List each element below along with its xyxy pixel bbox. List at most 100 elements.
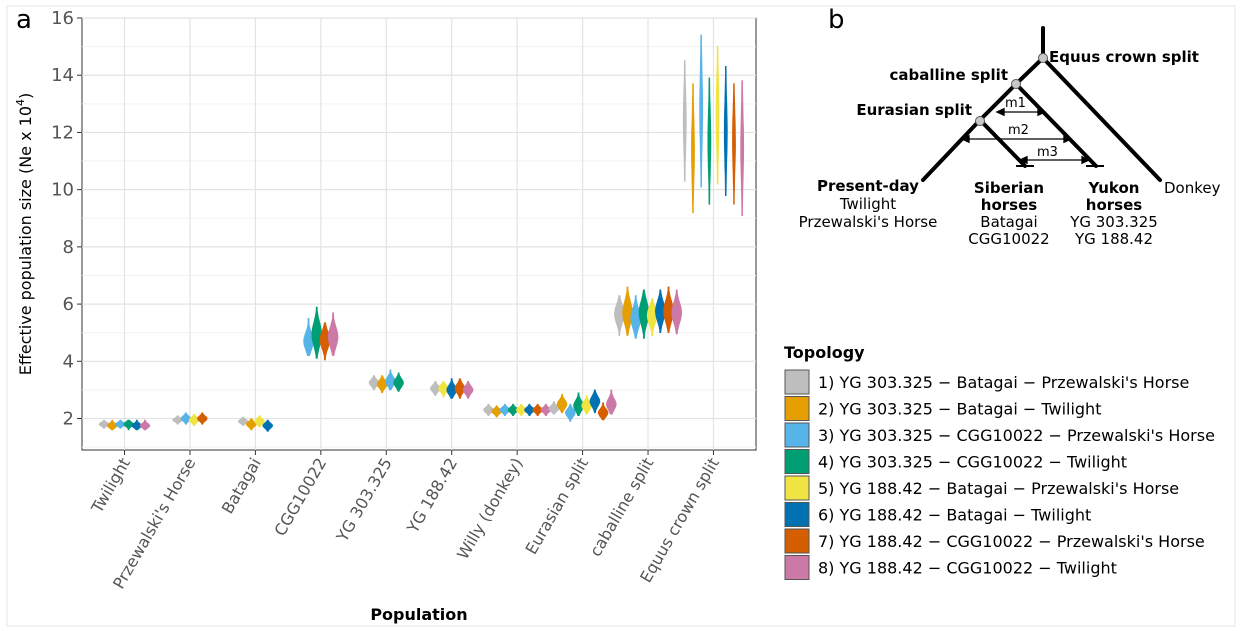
label-equus-crown-split: Equus crown split [1049, 48, 1199, 66]
legend-items: 1) YG 303.325 − Batagai − Przewalski's H… [784, 369, 1215, 580]
legend-swatch [784, 502, 810, 527]
violin-mark [262, 419, 274, 432]
x-tick-label: YG 303.325 [332, 455, 396, 546]
x-tick-label: YG 188.42 [403, 455, 462, 537]
violin-mark [311, 306, 322, 359]
violins [98, 34, 745, 432]
violin-mark [573, 392, 584, 416]
violin-mark [454, 378, 466, 399]
migration-m1-head-right [1037, 107, 1047, 117]
label-caballine-split: caballine split [890, 66, 1009, 84]
tree-caballine-branch [1014, 56, 1045, 86]
label-yukon-horses: horses [1086, 196, 1142, 214]
migration-m3-head-right [1081, 155, 1091, 165]
y-tick-label: 4 [63, 351, 74, 372]
legend-swatch [784, 449, 810, 474]
tree-siberian-branch [978, 118, 1027, 168]
violin-mark [723, 66, 728, 196]
label-twilight: Twilight [839, 195, 896, 213]
migration-label-m1: m1 [1005, 96, 1026, 111]
violin-mark [139, 419, 151, 431]
violin-mark [564, 403, 576, 422]
tree-eurasian-branch [978, 82, 1018, 122]
tree-present-day-branch [921, 118, 982, 182]
legend-label: 1) YG 303.325 − Batagai − Przewalski's H… [818, 373, 1189, 392]
x-axis-title: Population [370, 605, 467, 624]
panel-a-letter: a [16, 5, 32, 35]
legend-swatch [784, 475, 810, 501]
x-tick-label: Twilight [87, 455, 134, 517]
label-yg-188-42: YG 188.42 [1074, 230, 1153, 248]
y-axis-title-main: Effective population size (Ne x 10 [16, 106, 35, 375]
panel-b-letter: b [828, 5, 845, 35]
legend-label: 3) YG 303.325 − CGG10022 − Przewalski's … [818, 426, 1215, 445]
legend-label: 8) YG 188.42 − CGG10022 − Twilight [818, 559, 1117, 578]
tree-node-caballine [1011, 79, 1021, 89]
legend-label: 5) YG 188.42 − Batagai − Przewalski's Ho… [818, 479, 1179, 498]
y-tick-label: 10 [51, 180, 74, 201]
y-axis-title-end: ) [16, 93, 35, 99]
violin-mark [707, 77, 712, 205]
violin-mark [254, 415, 265, 428]
violin-mark [740, 80, 745, 216]
violin-mark [691, 83, 695, 214]
tree-node-eurasian [975, 116, 985, 126]
y-tick-label: 16 [51, 8, 74, 29]
label-yukon: Yukon [1087, 179, 1139, 197]
label-siberian: Siberian [974, 179, 1044, 197]
legend-swatch [784, 555, 810, 580]
y-axis-ticks: 2 4 6 8 10 12 14 16 [51, 8, 82, 430]
violin-mark [622, 286, 633, 336]
label-donkey: Donkey [1164, 179, 1221, 197]
tree-donkey-branch [1041, 56, 1162, 182]
label-present-day: Present-day [817, 177, 919, 195]
violin-mark [699, 34, 704, 188]
x-tick-label: caballine split [586, 455, 658, 560]
y-tick-label: 2 [63, 409, 74, 430]
y-axis-title-sup: 4 [14, 99, 27, 106]
violin-mark [663, 286, 674, 333]
migration-m3-head-left [1018, 155, 1028, 165]
label-batagai: Batagai [980, 213, 1037, 231]
migration-label-m2: m2 [1008, 123, 1029, 138]
migration-m2-head-right [1063, 134, 1073, 144]
violin-mark [556, 393, 568, 414]
grid-lines [82, 17, 756, 450]
x-tick-label: CGG10022 [270, 455, 330, 540]
legend: Topology 1) YG 303.325 − Batagai − Przew… [784, 343, 1215, 580]
violin-mark [393, 372, 404, 392]
violin-mark [682, 60, 687, 182]
y-tick-label: 6 [63, 294, 74, 315]
x-tick-label: Willy (donkey) [453, 455, 526, 563]
violin-mark [605, 389, 617, 415]
legend-swatch [784, 422, 810, 448]
legend-swatch [784, 396, 810, 421]
y-tick-label: 12 [51, 122, 74, 143]
violin-mark [462, 381, 474, 399]
violin-mark [597, 402, 609, 421]
violin-mark [131, 419, 143, 431]
migration-m1-head-left [995, 107, 1005, 117]
violin-mark [483, 403, 494, 416]
violin-mark [98, 419, 110, 429]
figure-frame [6, 5, 1236, 627]
label-yg-303-325: YG 303.325 [1069, 213, 1158, 231]
phylogenetic-tree: m1 m2 m3 Equus crown split caballine spl… [799, 26, 1221, 248]
violin-mark [196, 412, 208, 425]
violin-mark [180, 412, 192, 425]
label-cgg10022: CGG10022 [968, 230, 1049, 248]
tree-node-crown [1038, 53, 1048, 63]
violin-mark [671, 289, 683, 335]
violin-mark [303, 318, 314, 356]
label-eurasian-split: Eurasian split [856, 101, 972, 119]
legend-label: 4) YG 303.325 − CGG10022 − Twilight [818, 453, 1127, 472]
legend-label: 2) YG 303.325 − Batagai − Twilight [818, 400, 1101, 419]
legend-swatch [784, 528, 810, 554]
x-tick-label: Batagai [218, 455, 265, 518]
violin-mark [715, 46, 720, 185]
tree-yukon-branch [1014, 82, 1098, 168]
x-tick-label: Eurasian split [522, 455, 593, 558]
legend-title: Topology [784, 343, 865, 362]
violin-mark [732, 83, 736, 205]
